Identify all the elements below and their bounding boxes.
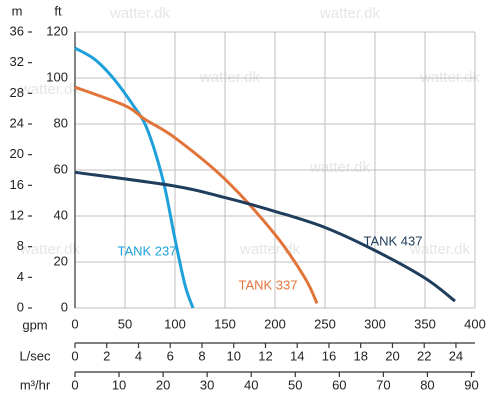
watermark: watter.dk bbox=[309, 159, 371, 176]
x2-tick-label: 8 bbox=[198, 348, 205, 363]
watermark: watter.dk bbox=[419, 69, 481, 86]
x2-tick-label: 10 bbox=[226, 348, 240, 363]
y2-tick-label: 20 bbox=[10, 146, 24, 161]
x3-tick-label: 70 bbox=[376, 377, 390, 392]
watermark: watter.dk bbox=[19, 241, 81, 258]
pump-curve bbox=[74, 46, 195, 309]
x-tick-label: 100 bbox=[164, 316, 186, 331]
y2-axis-label: m bbox=[12, 3, 23, 18]
x-tick-label: 50 bbox=[118, 316, 132, 331]
y2-tick-label: 24 bbox=[10, 115, 24, 130]
y2-tick-label: 0 bbox=[17, 299, 24, 314]
x2-tick-label: 2 bbox=[103, 348, 110, 363]
watermark: watter.dk bbox=[109, 5, 171, 22]
y-tick-label: 40 bbox=[54, 207, 68, 222]
x2-tick-label: 0 bbox=[71, 348, 78, 363]
y-tick-label: 80 bbox=[54, 115, 68, 130]
x-tick-label: 300 bbox=[364, 316, 386, 331]
watermark: watter.dk bbox=[409, 241, 471, 258]
watermark: watter.dk bbox=[19, 81, 81, 98]
x3-tick-label: 10 bbox=[112, 377, 126, 392]
x-tick-label: 150 bbox=[214, 316, 236, 331]
series-label: TANK 337 bbox=[238, 277, 297, 292]
y-tick-label: 60 bbox=[54, 161, 68, 176]
x-tick-label: 400 bbox=[464, 316, 486, 331]
y-axis-label: ft bbox=[54, 3, 62, 18]
y2-tick-label: 16 bbox=[10, 177, 24, 192]
x2-tick-label: 6 bbox=[167, 348, 174, 363]
x3-tick-label: 90 bbox=[464, 377, 478, 392]
x-tick-label: 0 bbox=[71, 316, 78, 331]
x2-tick-label: 22 bbox=[417, 348, 431, 363]
series-label: TANK 237 bbox=[117, 243, 176, 258]
y2-tick-label: 8 bbox=[17, 238, 24, 253]
y2-tick-label: 4 bbox=[17, 269, 24, 284]
x3-tick-label: 50 bbox=[288, 377, 302, 392]
y2-tick-label: 36 bbox=[10, 23, 24, 38]
x3-tick-label: 40 bbox=[244, 377, 258, 392]
x-axis-label: gpm bbox=[22, 317, 47, 332]
y2-tick-label: 32 bbox=[10, 54, 24, 69]
x2-tick-label: 4 bbox=[135, 348, 142, 363]
x2-axis-label: L/sec bbox=[19, 348, 51, 363]
x-tick-label: 250 bbox=[314, 316, 336, 331]
x2-tick-label: 24 bbox=[449, 348, 463, 363]
x2-tick-label: 18 bbox=[353, 348, 367, 363]
watermark: watter.dk bbox=[199, 69, 261, 86]
x3-tick-label: 60 bbox=[332, 377, 346, 392]
x3-tick-label: 80 bbox=[420, 377, 434, 392]
x2-tick-label: 20 bbox=[385, 348, 399, 363]
watermark: watter.dk bbox=[239, 241, 301, 258]
series-label: TANK 437 bbox=[363, 233, 422, 248]
x3-tick-label: 20 bbox=[156, 377, 170, 392]
watermark: watter.dk bbox=[319, 5, 381, 22]
x2-tick-label: 14 bbox=[290, 348, 304, 363]
y-tick-label: 100 bbox=[46, 69, 68, 84]
y2-tick-label: 28 bbox=[10, 85, 24, 100]
x3-axis-label: m³/hr bbox=[20, 377, 51, 392]
x3-tick-label: 0 bbox=[71, 377, 78, 392]
pump-curve bbox=[74, 170, 456, 303]
x-tick-label: 350 bbox=[414, 316, 436, 331]
y-tick-label: 120 bbox=[46, 23, 68, 38]
pump-curve bbox=[74, 85, 319, 305]
x-tick-label: 200 bbox=[264, 316, 286, 331]
x2-tick-label: 16 bbox=[322, 348, 336, 363]
x2-tick-label: 12 bbox=[258, 348, 272, 363]
y-tick-label: 20 bbox=[54, 253, 68, 268]
y2-tick-label: 12 bbox=[10, 207, 24, 222]
x3-tick-label: 30 bbox=[200, 377, 214, 392]
y-tick-label: 0 bbox=[61, 299, 68, 314]
